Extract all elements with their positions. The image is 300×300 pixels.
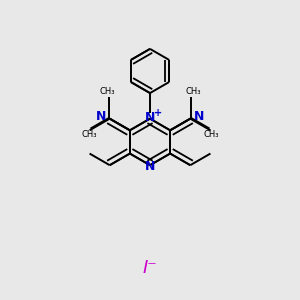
Text: N: N — [145, 110, 155, 124]
Text: CH₃: CH₃ — [81, 130, 97, 139]
Text: N: N — [194, 110, 204, 123]
Text: CH₃: CH₃ — [185, 87, 201, 96]
Text: CH₃: CH₃ — [203, 130, 219, 139]
Text: N: N — [145, 160, 155, 173]
Text: CH₃: CH₃ — [99, 87, 115, 96]
Text: N: N — [96, 110, 106, 123]
Text: +: + — [154, 108, 162, 118]
Text: I⁻: I⁻ — [142, 259, 158, 277]
